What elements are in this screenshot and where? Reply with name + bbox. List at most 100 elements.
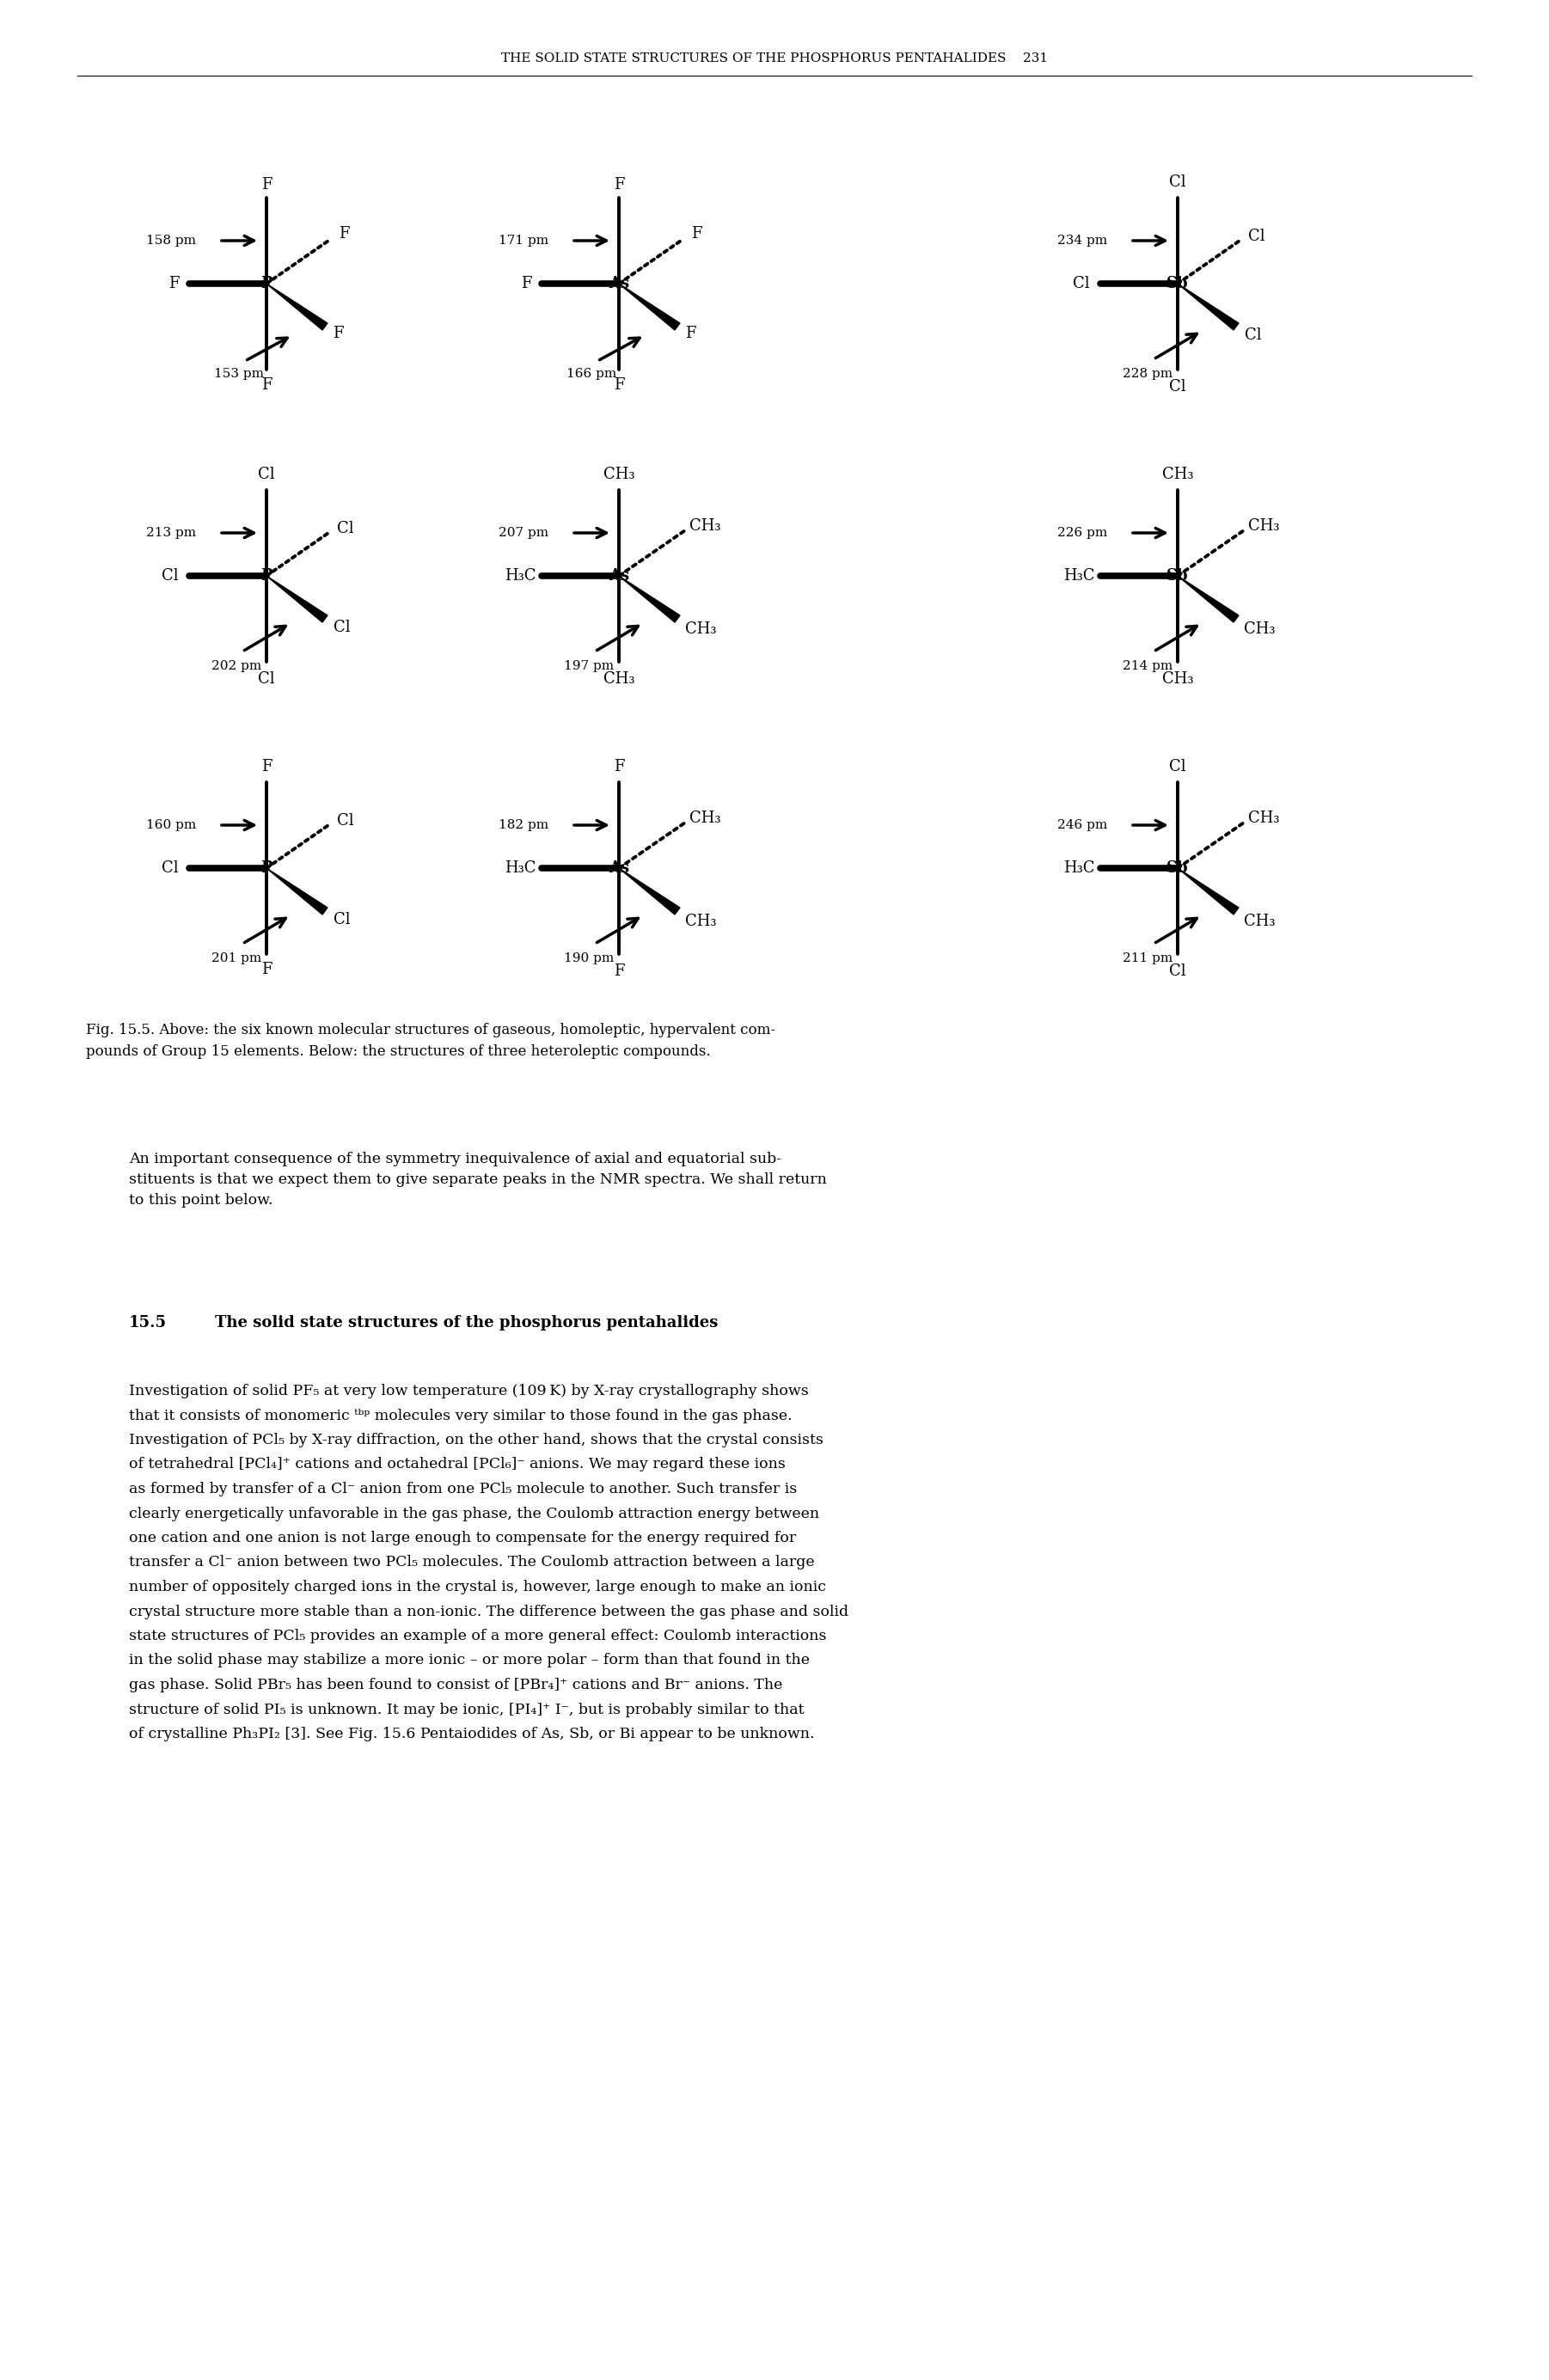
Polygon shape	[620, 283, 680, 331]
Text: crystal structure more stable than a non-ionic. The difference between the gas p: crystal structure more stable than a non…	[129, 1604, 849, 1618]
Text: Cl: Cl	[333, 619, 350, 635]
Text: F: F	[339, 226, 349, 240]
Text: F: F	[262, 378, 271, 393]
Text: Fig. 15.5. Above: the six known molecular structures of gaseous, homoleptic, hyp: Fig. 15.5. Above: the six known molecula…	[85, 1023, 776, 1059]
Text: F: F	[520, 276, 531, 290]
Text: CH₃: CH₃	[1162, 466, 1193, 483]
Text: 211 pm: 211 pm	[1123, 952, 1173, 964]
Text: F: F	[691, 226, 702, 240]
Text: CH₃: CH₃	[603, 466, 635, 483]
Text: CH₃: CH₃	[1248, 812, 1279, 826]
Polygon shape	[620, 869, 680, 914]
Text: H₃C: H₃C	[505, 569, 536, 583]
Text: 213 pm: 213 pm	[146, 526, 197, 538]
Text: CH₃: CH₃	[685, 621, 716, 638]
Text: P: P	[260, 862, 273, 876]
Text: Sb: Sb	[1166, 276, 1188, 290]
Text: CH₃: CH₃	[1244, 914, 1275, 928]
Text: Cl: Cl	[1169, 759, 1187, 774]
Text: THE SOLID STATE STRUCTURES OF THE PHOSPHORUS PENTAHALIDES    231: THE SOLID STATE STRUCTURES OF THE PHOSPH…	[500, 52, 1049, 64]
Text: clearly energetically unfavorable in the gas phase, the Coulomb attraction energ: clearly energetically unfavorable in the…	[129, 1507, 819, 1521]
Text: 171 pm: 171 pm	[499, 236, 548, 248]
Text: Cl: Cl	[161, 569, 178, 583]
Text: F: F	[613, 176, 624, 193]
Text: Investigation of solid PF₅ at very low temperature (109 K) by X-ray crystallogra: Investigation of solid PF₅ at very low t…	[129, 1383, 809, 1399]
Text: Cl: Cl	[1073, 276, 1090, 290]
Text: 190 pm: 190 pm	[564, 952, 613, 964]
Text: 202 pm: 202 pm	[211, 659, 262, 671]
Text: transfer a Cl⁻ anion between two PCl₅ molecules. The Coulomb attraction between : transfer a Cl⁻ anion between two PCl₅ mo…	[129, 1554, 815, 1571]
Text: that it consists of monomeric ᵗᵇᵖ molecules very similar to those found in the g: that it consists of monomeric ᵗᵇᵖ molecu…	[129, 1409, 792, 1423]
Text: 207 pm: 207 pm	[499, 526, 548, 538]
Text: 214 pm: 214 pm	[1123, 659, 1173, 671]
Text: 15.5: 15.5	[129, 1316, 167, 1330]
Text: H₃C: H₃C	[1063, 862, 1095, 876]
Text: 160 pm: 160 pm	[146, 819, 197, 831]
Text: F: F	[333, 326, 344, 340]
Text: Cl: Cl	[1169, 174, 1187, 190]
Text: P: P	[260, 276, 273, 290]
Polygon shape	[266, 576, 327, 621]
Text: F: F	[262, 962, 271, 978]
Text: Cl: Cl	[338, 521, 355, 536]
Text: CH₃: CH₃	[689, 519, 720, 533]
Text: Cl: Cl	[1248, 228, 1266, 245]
Text: F: F	[613, 378, 624, 393]
Text: 197 pm: 197 pm	[564, 659, 613, 671]
Text: CH₃: CH₃	[1248, 519, 1279, 533]
Text: of tetrahedral [PCl₄]⁺ cations and octahedral [PCl₆]⁻ anions. We may regard thes: of tetrahedral [PCl₄]⁺ cations and octah…	[129, 1457, 785, 1471]
Polygon shape	[1177, 869, 1239, 914]
Text: CH₃: CH₃	[603, 671, 635, 688]
Text: Cl: Cl	[1169, 964, 1187, 978]
Text: CH₃: CH₃	[689, 812, 720, 826]
Polygon shape	[1177, 576, 1239, 621]
Text: structure of solid PI₅ is unknown. It may be ionic, [PI₄]⁺ I⁻, but is probably s: structure of solid PI₅ is unknown. It ma…	[129, 1702, 804, 1716]
Text: P: P	[260, 569, 273, 583]
Text: 201 pm: 201 pm	[211, 952, 262, 964]
Text: Cl: Cl	[1245, 328, 1262, 343]
Text: F: F	[685, 326, 696, 340]
Text: 226 pm: 226 pm	[1056, 526, 1108, 538]
Text: 228 pm: 228 pm	[1123, 369, 1173, 381]
Text: F: F	[613, 964, 624, 978]
Text: 234 pm: 234 pm	[1058, 236, 1108, 248]
Polygon shape	[1177, 283, 1239, 331]
Text: 166 pm: 166 pm	[567, 369, 617, 381]
Text: one cation and one anion is not large enough to compensate for the energy requir: one cation and one anion is not large en…	[129, 1530, 796, 1545]
Text: Cl: Cl	[333, 912, 350, 928]
Polygon shape	[266, 869, 327, 914]
Text: Cl: Cl	[259, 466, 274, 483]
Text: 182 pm: 182 pm	[499, 819, 548, 831]
Text: of crystalline Ph₃PI₂ [3]. See Fig. 15.6 Pentaiodides of As, Sb, or Bi appear to: of crystalline Ph₃PI₂ [3]. See Fig. 15.6…	[129, 1728, 815, 1742]
Text: As: As	[609, 276, 629, 290]
Text: number of oppositely charged ions in the crystal is, however, large enough to ma: number of oppositely charged ions in the…	[129, 1580, 826, 1595]
Text: The solid state structures of the phosphorus pentahalides: The solid state structures of the phosph…	[215, 1316, 719, 1330]
Text: in the solid phase may stabilize a more ionic – or more polar – form than that f: in the solid phase may stabilize a more …	[129, 1654, 810, 1668]
Text: F: F	[262, 759, 271, 774]
Text: As: As	[609, 569, 629, 583]
Text: F: F	[262, 176, 271, 193]
Polygon shape	[266, 283, 327, 331]
Text: state structures of PCl₅ provides an example of a more general effect: Coulomb i: state structures of PCl₅ provides an exa…	[129, 1628, 827, 1645]
Text: Cl: Cl	[338, 814, 355, 828]
Text: 153 pm: 153 pm	[214, 369, 263, 381]
Text: Sb: Sb	[1166, 569, 1188, 583]
Text: 246 pm: 246 pm	[1056, 819, 1108, 831]
Text: F: F	[613, 759, 624, 774]
Text: gas phase. Solid PBr₅ has been found to consist of [PBr₄]⁺ cations and Br⁻ anion: gas phase. Solid PBr₅ has been found to …	[129, 1678, 782, 1692]
Text: Cl: Cl	[259, 671, 274, 688]
Text: Cl: Cl	[161, 862, 178, 876]
Text: 158 pm: 158 pm	[146, 236, 197, 248]
Text: Cl: Cl	[1169, 378, 1187, 395]
Text: H₃C: H₃C	[1063, 569, 1095, 583]
Text: H₃C: H₃C	[505, 862, 536, 876]
Text: CH₃: CH₃	[1244, 621, 1275, 638]
Text: F: F	[169, 276, 180, 290]
Text: Investigation of PCl₅ by X-ray diffraction, on the other hand, shows that the cr: Investigation of PCl₅ by X-ray diffracti…	[129, 1433, 824, 1447]
Text: as formed by transfer of a Cl⁻ anion from one PCl₅ molecule to another. Such tra: as formed by transfer of a Cl⁻ anion fro…	[129, 1483, 798, 1497]
Text: CH₃: CH₃	[1162, 671, 1193, 688]
Text: An important consequence of the symmetry inequivalence of axial and equatorial s: An important consequence of the symmetry…	[129, 1152, 827, 1209]
Polygon shape	[620, 576, 680, 621]
Text: CH₃: CH₃	[685, 914, 716, 928]
Text: Sb: Sb	[1166, 862, 1188, 876]
